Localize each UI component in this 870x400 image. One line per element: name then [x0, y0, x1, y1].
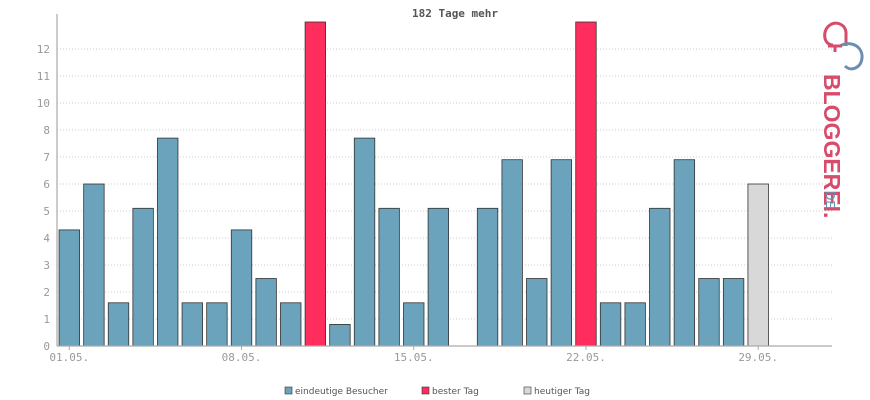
y-tick-label: 7 [43, 151, 50, 164]
bar [526, 278, 548, 347]
y-tick-label: 1 [43, 313, 50, 326]
y-tick-label: 3 [43, 259, 50, 272]
chart-title: 182 Tage mehr [412, 7, 498, 20]
logo-mark-icon [823, 21, 864, 71]
bloggerei-logo: BLOGGEREI. DE [819, 21, 864, 218]
logo-suffix: DE [823, 191, 838, 209]
bar [255, 278, 277, 347]
x-tick-label: 22.05. [566, 351, 606, 364]
bar [722, 278, 745, 347]
legend-label: bester Tag [432, 387, 479, 397]
x-axis-ticks: 01.05. 08.05. 15.05. 22.05. 29.05. [49, 346, 778, 364]
x-tick-label: 15.05. [394, 351, 434, 364]
bar [403, 302, 425, 347]
y-tick-label: 6 [43, 178, 50, 191]
x-tick-label: 08.05. [222, 351, 262, 364]
logo-text: BLOGGEREI. [819, 74, 845, 218]
bar [427, 207, 449, 347]
bar [476, 207, 499, 347]
bar [575, 21, 597, 347]
legend-label: heutiger Tag [534, 387, 590, 397]
bar [230, 229, 253, 347]
bar [673, 159, 696, 347]
legend-label: eindeutige Besucher [295, 387, 388, 397]
bar [353, 137, 376, 347]
bar [698, 278, 720, 347]
bar [181, 302, 203, 347]
bar [378, 207, 400, 347]
bar [107, 302, 130, 347]
y-tick-label: 11 [37, 70, 50, 83]
bar [280, 302, 302, 347]
bar [649, 207, 671, 347]
y-tick-label: 5 [43, 205, 50, 218]
bar [747, 183, 769, 347]
bar [599, 302, 622, 347]
bar [83, 183, 105, 347]
legend-swatch [421, 386, 430, 395]
y-tick-label: 4 [43, 232, 50, 245]
bars [58, 21, 769, 347]
bar [157, 137, 179, 347]
bar [132, 207, 154, 347]
bar [329, 323, 351, 347]
y-tick-label: 10 [37, 97, 50, 110]
bar [304, 21, 326, 347]
legend-swatch [523, 386, 532, 395]
x-tick-label: 29.05. [738, 351, 778, 364]
bar [550, 159, 573, 347]
bar [58, 229, 80, 347]
legend-swatch [284, 386, 293, 395]
bar [501, 159, 523, 347]
y-tick-label: 2 [43, 286, 50, 299]
y-tick-label: 0 [43, 340, 50, 353]
legend: eindeutige Besucher bester Tag heutiger Ta… [284, 386, 590, 397]
y-tick-label: 8 [43, 124, 50, 137]
axes [56, 14, 832, 347]
y-tick-label: 12 [37, 43, 50, 56]
bar [206, 302, 228, 347]
x-tick-label: 01.05. [49, 351, 89, 364]
bar [624, 302, 646, 347]
